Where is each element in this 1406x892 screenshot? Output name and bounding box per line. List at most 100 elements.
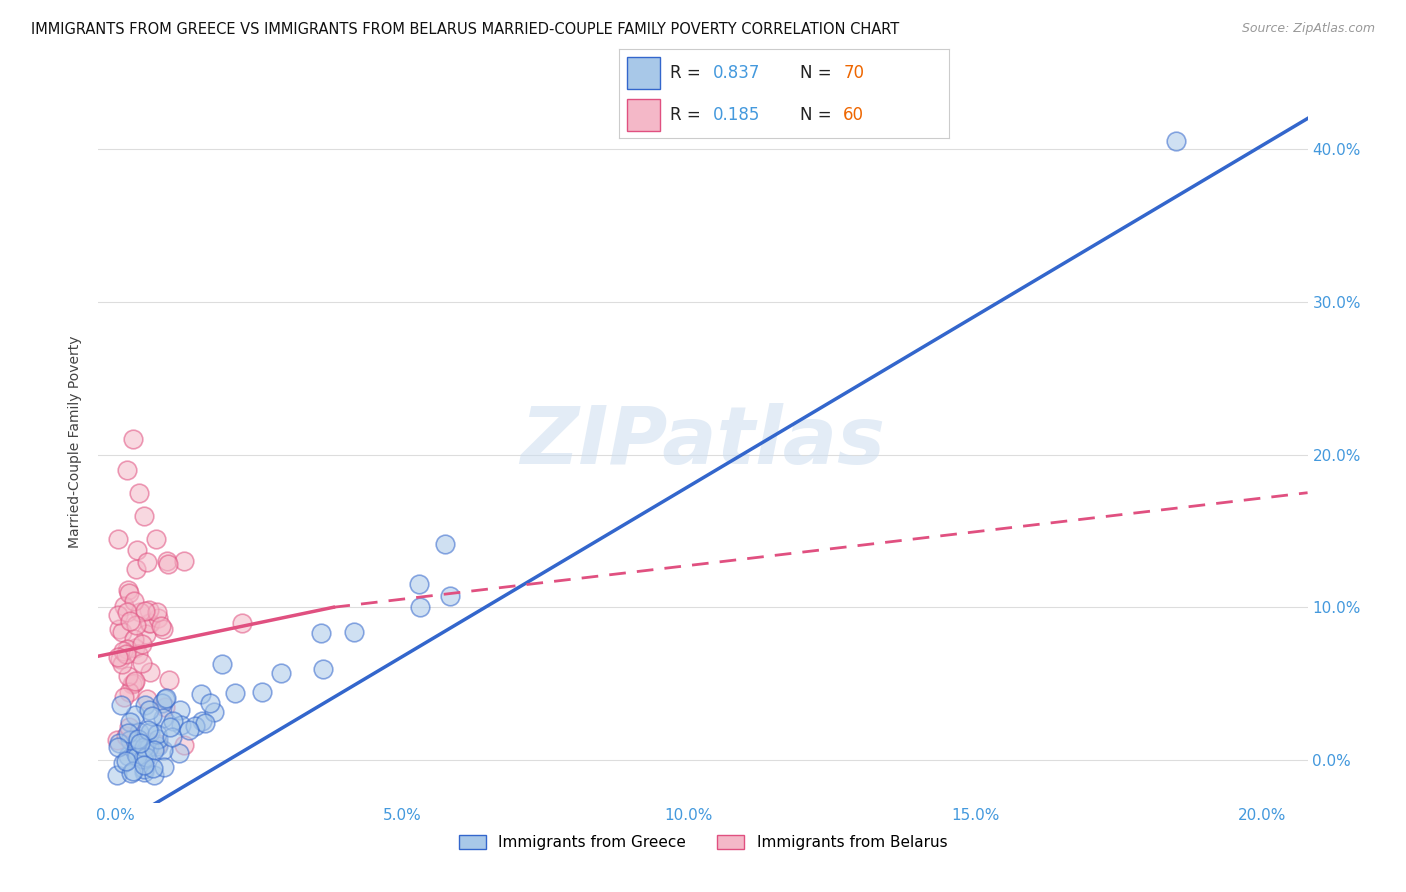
Text: R =: R = xyxy=(669,64,706,82)
Point xyxy=(117,583,139,598)
Point xyxy=(122,764,145,778)
Point xyxy=(312,662,335,676)
Point xyxy=(111,756,134,770)
Point xyxy=(136,743,159,757)
Point xyxy=(134,698,156,713)
Point xyxy=(173,554,195,568)
Point xyxy=(134,508,156,523)
Point xyxy=(408,577,430,591)
Point xyxy=(132,739,155,754)
Point xyxy=(108,652,131,666)
Point xyxy=(138,735,160,749)
Point xyxy=(136,692,159,706)
Point xyxy=(138,739,160,754)
Point xyxy=(439,590,461,604)
Point xyxy=(191,714,214,728)
Point xyxy=(118,732,141,747)
Point xyxy=(115,463,138,477)
Point xyxy=(131,637,153,651)
Y-axis label: Married-Couple Family Poverty: Married-Couple Family Poverty xyxy=(69,335,83,548)
Point xyxy=(114,729,136,743)
Point xyxy=(142,743,165,757)
Point xyxy=(231,615,253,630)
Point xyxy=(105,768,128,782)
Point xyxy=(136,723,159,737)
Point xyxy=(114,647,136,661)
Point xyxy=(134,762,156,776)
Point xyxy=(202,705,225,719)
Point xyxy=(134,765,156,780)
Text: ZIPatlas: ZIPatlas xyxy=(520,402,886,481)
Point xyxy=(131,752,153,766)
Point xyxy=(115,754,138,768)
Point xyxy=(107,740,129,755)
Text: 60: 60 xyxy=(844,106,865,124)
Point xyxy=(153,700,176,714)
Point xyxy=(122,593,145,607)
Text: 0.837: 0.837 xyxy=(713,64,761,82)
Point xyxy=(107,622,129,636)
Text: IMMIGRANTS FROM GREECE VS IMMIGRANTS FROM BELARUS MARRIED-COUPLE FAMILY POVERTY : IMMIGRANTS FROM GREECE VS IMMIGRANTS FRO… xyxy=(31,22,900,37)
Point xyxy=(194,716,217,731)
Point xyxy=(170,718,193,732)
Point xyxy=(142,761,165,775)
Point xyxy=(146,727,169,741)
Point xyxy=(162,714,184,728)
Point xyxy=(111,644,134,658)
Legend: Immigrants from Greece, Immigrants from Belarus: Immigrants from Greece, Immigrants from … xyxy=(453,830,953,856)
Point xyxy=(159,720,181,734)
Text: N =: N = xyxy=(800,64,837,82)
Point xyxy=(157,558,180,572)
Point xyxy=(135,750,157,764)
Point xyxy=(152,711,174,725)
Point xyxy=(138,665,160,680)
Point xyxy=(107,736,129,750)
Point xyxy=(183,719,205,733)
Point xyxy=(148,739,170,753)
Point xyxy=(198,696,221,710)
Point xyxy=(146,731,169,746)
Point xyxy=(309,625,332,640)
Point xyxy=(157,673,180,687)
Point xyxy=(124,708,146,723)
Point xyxy=(128,485,150,500)
Point xyxy=(409,599,432,614)
Point xyxy=(125,747,148,761)
Point xyxy=(177,723,200,738)
Point xyxy=(124,676,146,690)
Point xyxy=(115,642,138,657)
Point xyxy=(152,743,174,757)
Text: Source: ZipAtlas.com: Source: ZipAtlas.com xyxy=(1241,22,1375,36)
Point xyxy=(145,532,167,546)
Text: R =: R = xyxy=(669,106,706,124)
Point xyxy=(117,586,139,600)
Point xyxy=(152,760,174,774)
Point xyxy=(138,616,160,631)
Point xyxy=(156,554,179,568)
Point xyxy=(138,725,160,739)
Point xyxy=(146,605,169,619)
Point xyxy=(112,599,135,613)
Point xyxy=(127,732,149,747)
Point xyxy=(110,698,132,712)
Point xyxy=(132,757,155,772)
Point xyxy=(122,632,145,647)
Point xyxy=(250,684,273,698)
Text: 70: 70 xyxy=(844,64,865,82)
Point xyxy=(150,696,173,710)
Point xyxy=(124,618,146,632)
Point xyxy=(167,746,190,760)
Point xyxy=(118,720,141,734)
Point xyxy=(160,730,183,744)
Point xyxy=(125,734,148,748)
Point xyxy=(111,624,134,639)
Point xyxy=(142,768,165,782)
Point xyxy=(434,537,457,551)
FancyBboxPatch shape xyxy=(627,57,659,89)
Point xyxy=(117,669,139,683)
Point xyxy=(146,611,169,625)
Point xyxy=(149,619,172,633)
FancyBboxPatch shape xyxy=(627,99,659,131)
Point xyxy=(128,736,150,750)
Point xyxy=(131,656,153,670)
